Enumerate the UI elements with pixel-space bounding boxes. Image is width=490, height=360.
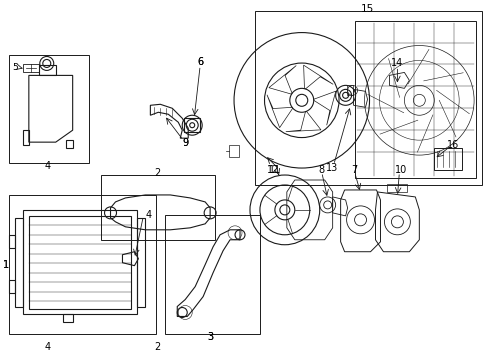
Text: 3: 3 bbox=[207, 332, 213, 342]
Text: 9: 9 bbox=[182, 138, 188, 148]
Text: 3: 3 bbox=[207, 332, 213, 342]
Text: 16: 16 bbox=[447, 140, 459, 150]
Bar bbox=[255, 11, 482, 185]
Bar bbox=[100, 175, 215, 240]
Text: 5: 5 bbox=[12, 63, 18, 72]
Text: 7: 7 bbox=[351, 165, 358, 175]
Text: 1: 1 bbox=[3, 260, 9, 270]
Text: 15: 15 bbox=[361, 4, 374, 14]
Text: 6: 6 bbox=[197, 58, 203, 67]
Text: 1: 1 bbox=[3, 260, 9, 270]
Bar bbox=[434, 148, 462, 170]
Text: 10: 10 bbox=[395, 165, 408, 175]
Bar bbox=[165, 215, 260, 334]
Text: 11: 11 bbox=[269, 165, 281, 175]
Text: 12: 12 bbox=[267, 165, 279, 175]
Text: 4: 4 bbox=[45, 161, 51, 171]
Text: 2: 2 bbox=[154, 168, 160, 178]
Text: 4: 4 bbox=[45, 342, 51, 352]
Bar bbox=[23, 64, 39, 72]
Text: 14: 14 bbox=[392, 58, 404, 68]
Bar bbox=[9, 55, 89, 163]
Text: 13: 13 bbox=[325, 163, 338, 173]
Text: 9: 9 bbox=[182, 138, 188, 148]
Text: 8: 8 bbox=[318, 165, 325, 175]
Text: 4: 4 bbox=[146, 210, 151, 220]
Bar bbox=[9, 195, 156, 334]
Text: 6: 6 bbox=[197, 58, 203, 67]
Bar bbox=[355, 21, 476, 178]
Text: 2: 2 bbox=[154, 342, 160, 352]
